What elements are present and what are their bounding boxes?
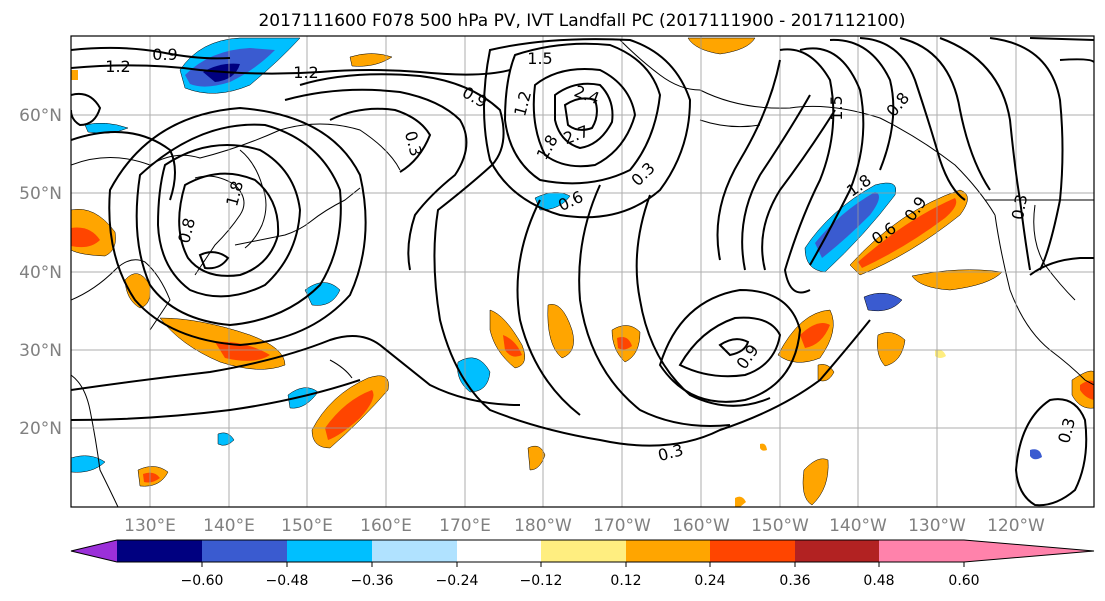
lat-label-20n: 20°N [19,419,62,439]
colorbar-outline [70,539,1095,563]
colorbar-tick-label: 0.12 [610,573,641,589]
colorbar-segment [795,540,879,562]
contour-label: 0.9 [152,45,177,64]
lat-label-50n: 50°N [19,184,62,204]
colorbar-tick-label: 0.24 [694,573,725,589]
lon-label-160w: 160°W [672,516,730,536]
colorbar: −0.60 −0.48 −0.36 −0.24 −0.12 0.12 0.24 … [70,539,1095,589]
colorbar-tick-label: −0.12 [520,573,563,589]
colorbar-tick-label: 0.36 [779,573,810,589]
colorbar-tick-label: 0.60 [948,573,979,589]
contour-label: 1.5 [827,95,846,120]
lon-label-130e: 130°E [124,516,176,536]
colorbar-segment [541,540,626,562]
contour-label: 0.3 [1008,193,1031,221]
lon-label-180w: 180°W [514,516,572,536]
lon-label-170e: 170°E [439,516,491,536]
colorbar-segment [879,540,964,562]
contour-label: 1.2 [293,63,318,82]
map-frame [70,35,1095,508]
figure-title: 2017111600 F078 500 hPa PV, IVT Landfall… [258,11,905,31]
lat-label-40n: 40°N [19,263,62,283]
lon-label-150w: 150°W [751,516,809,536]
colorbar-segment [457,540,541,562]
lat-label-60n: 60°N [19,106,62,126]
lon-label-170w: 170°W [593,516,651,536]
latitude-labels: 20°N 30°N 40°N 50°N 60°N [19,106,62,439]
gridlines [71,36,1094,507]
lon-label-130w: 130°W [908,516,966,536]
colorbar-segment [202,540,287,562]
lat-label-30n: 30°N [19,341,62,361]
lon-label-150e: 150°E [281,516,333,536]
longitude-labels: 130°E 140°E 150°E 160°E 170°E 180°W 170°… [124,516,1045,536]
colorbar-extend-low [71,540,117,562]
colorbar-segment [626,540,710,562]
colorbar-tick-label: −0.48 [266,573,309,589]
colorbar-segment [710,540,795,562]
colorbar-tick-label: −0.60 [181,573,224,589]
shaded-anomalies [71,37,1094,507]
colorbar-segment [117,540,202,562]
colorbar-segment [372,540,457,562]
lon-label-140w: 140°W [829,516,887,536]
map-panel: 0.9 1.2 1.2 1.5 1.5 2.4 2.7 1.8 0.9 0.6 … [70,35,1095,508]
lon-label-160e: 160°E [360,516,412,536]
colorbar-tick-label: 0.48 [863,573,894,589]
lon-label-120w: 120°W [987,516,1045,536]
colorbar-tick-label: −0.36 [351,573,394,589]
lon-label-140e: 140°E [203,516,255,536]
contour-label: 1.5 [527,49,552,68]
colorbar-tick-label: −0.24 [436,573,479,589]
contour-label: 1.2 [105,57,130,76]
colorbar-ticks [201,562,965,567]
pv-contours [71,37,1094,507]
colorbar-segment [287,540,372,562]
colorbar-extend-high [964,540,1094,562]
